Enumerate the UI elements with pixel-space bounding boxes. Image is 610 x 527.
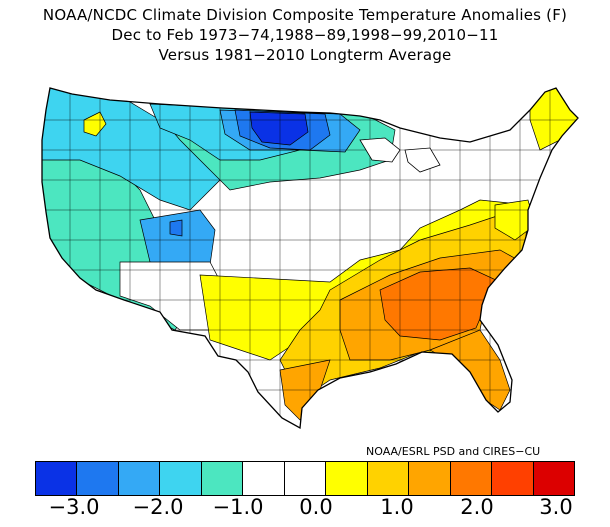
- credit-text: NOAA/ESRL PSD and CIRES−CU: [366, 445, 541, 458]
- deep-blue-core: [249, 111, 309, 146]
- map-title-line2: Dec to Feb 1973−74,1988−89,1998−99,2010−…: [111, 26, 499, 44]
- map-title-line1: NOAA/NCDC Climate Division Composite Tem…: [42, 6, 568, 24]
- color-swatch: [533, 462, 575, 495]
- color-swatch: [36, 462, 78, 495]
- color-swatch: [409, 462, 451, 495]
- color-swatch: [284, 462, 327, 495]
- map-title-line3: Versus 1981−2010 Longterm Average: [158, 46, 452, 64]
- tick-label: 3.0: [539, 495, 573, 519]
- color-swatch: [326, 462, 368, 495]
- color-swatch: [243, 462, 285, 495]
- great-lakes: [359, 137, 441, 173]
- color-swatch: [160, 462, 202, 495]
- tick-label: −2.0: [132, 495, 184, 519]
- tick-label: 2.0: [460, 495, 494, 519]
- color-scale-bar: [35, 461, 575, 496]
- us-climate-division-map: [41, 87, 579, 430]
- tick-label: −1.0: [212, 495, 264, 519]
- maine-yellow-region: [529, 88, 578, 151]
- tick-label: −3.0: [48, 495, 100, 519]
- us-outline: [41, 87, 579, 430]
- color-swatch: [118, 462, 161, 495]
- color-swatch: [201, 462, 244, 495]
- tick-label: 0.0: [299, 495, 333, 519]
- color-swatch: [367, 462, 410, 495]
- color-swatch: [77, 462, 119, 495]
- washington-yellow-division: [83, 111, 107, 137]
- color-swatch: [492, 462, 534, 495]
- utah-blue-division: [169, 219, 183, 237]
- tick-label: 1.0: [380, 495, 414, 519]
- color-swatch: [450, 462, 493, 495]
